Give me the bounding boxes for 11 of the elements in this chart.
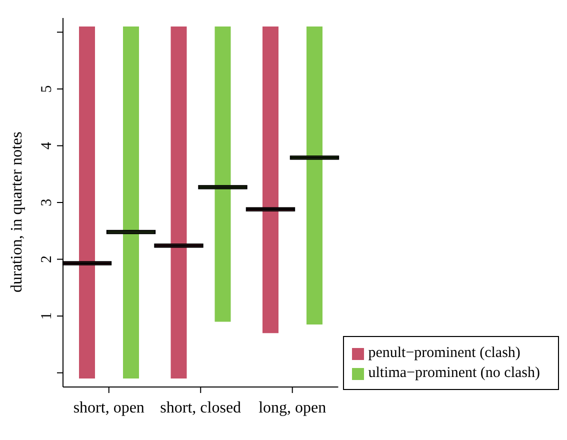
x-tick-label: short, open xyxy=(73,399,144,416)
y-tick-label: 4 xyxy=(39,141,55,150)
y-axis-title: duration, in quarter notes xyxy=(8,132,26,292)
y-tick-label: 3 xyxy=(39,198,55,206)
y-tick-label: 5 xyxy=(39,85,55,93)
y-tick-label: 1 xyxy=(39,312,55,320)
x-tick-label: short, closed xyxy=(160,399,242,416)
x-tick-label: long, open xyxy=(258,399,326,416)
legend-label: ultima−prominent (no clash) xyxy=(368,365,540,381)
y-tick-label: 2 xyxy=(39,256,55,264)
legend-label: penult−prominent (clash) xyxy=(368,345,520,361)
